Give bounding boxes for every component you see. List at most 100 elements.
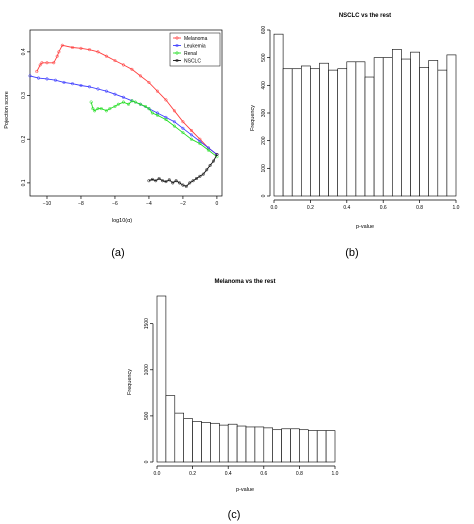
data-point-nsclc bbox=[174, 179, 178, 183]
chart-c-ytick-label: 1000 bbox=[144, 364, 150, 375]
data-point-melanoma bbox=[96, 50, 100, 54]
chart-c-bar bbox=[210, 422, 220, 463]
data-point-renal bbox=[150, 111, 154, 115]
chart-b-panel-label: (b) bbox=[345, 247, 358, 259]
legend-marker-leukemia bbox=[175, 43, 179, 48]
chart-b-bar bbox=[273, 33, 284, 197]
legend-label-renal: Renal bbox=[184, 51, 197, 57]
data-point-nsclc bbox=[150, 177, 154, 181]
chart-a-xtick-label: −4 bbox=[146, 201, 152, 207]
data-point-renal bbox=[99, 107, 103, 111]
data-point-melanoma bbox=[70, 45, 75, 50]
legend-marker-renal bbox=[175, 51, 179, 55]
chart-c-bar bbox=[236, 425, 247, 463]
data-point-renal bbox=[143, 104, 148, 108]
data-point-leukemia bbox=[87, 85, 92, 89]
chart-c-xlabel: p-value bbox=[236, 487, 254, 493]
chart-b-bar bbox=[391, 49, 402, 197]
chart-b-xtick-label: 0.6 bbox=[380, 205, 387, 211]
chart-b-ytick-label: 300 bbox=[261, 109, 267, 118]
chart-b-bar bbox=[382, 57, 393, 197]
data-point-renal bbox=[121, 100, 126, 104]
chart-c-ytick-label: 500 bbox=[144, 411, 150, 420]
chart-c-xtick-label: 0.2 bbox=[189, 471, 196, 477]
data-point-melanoma bbox=[121, 63, 126, 67]
chart-b-ytick-label: 500 bbox=[261, 53, 267, 62]
chart-b-title: NSCLC vs the rest bbox=[339, 13, 391, 19]
data-point-nsclc bbox=[211, 159, 216, 163]
chart-a-ytick-label: 0.2 bbox=[21, 136, 27, 143]
data-point-melanoma bbox=[113, 59, 117, 63]
data-point-nsclc bbox=[205, 168, 209, 172]
data-point-nsclc bbox=[198, 174, 202, 178]
data-point-leukemia bbox=[96, 87, 100, 91]
data-point-nsclc bbox=[160, 179, 165, 183]
data-point-leukemia bbox=[121, 95, 126, 99]
chart-a-ytick-label: 0.4 bbox=[21, 48, 27, 55]
data-point-nsclc bbox=[171, 181, 175, 185]
data-point-nsclc bbox=[154, 179, 158, 183]
chart-c-xtick-label: 0.6 bbox=[260, 471, 267, 477]
data-point-renal bbox=[130, 99, 134, 103]
legend-marker-melanoma bbox=[175, 36, 179, 40]
chart-b: 0.0 0.2 0.4 0.6 0.8 1.0 0 100 200 300 400 500 600 NS… bbox=[250, 13, 460, 259]
data-point-leukemia bbox=[206, 146, 210, 150]
chart-b-xtick-label: 0.2 bbox=[307, 205, 314, 211]
data-point-melanoma bbox=[38, 63, 42, 67]
chart-a: −10 −8 −6 −4 −2 0 0.1 0.2 0.3 0.4 MelanomaLeukemia… bbox=[4, 29, 223, 259]
chart-c-bar bbox=[245, 426, 256, 463]
chart-c-bar bbox=[227, 423, 238, 463]
data-point-nsclc bbox=[201, 172, 205, 176]
data-point-leukemia bbox=[155, 111, 159, 115]
data-point-leukemia bbox=[28, 74, 32, 78]
chart-c-plot-area: 0.0 0.2 0.4 0.6 0.8 1.0 0 500 1000 1500 bbox=[144, 295, 339, 477]
chart-a-plot-area: −10 −8 −6 −4 −2 0 0.1 0.2 0.3 0.4 MelanomaLeukemia… bbox=[21, 29, 223, 207]
data-point-melanoma bbox=[104, 54, 109, 58]
chart-c-bar bbox=[219, 424, 229, 463]
chart-b-bar bbox=[319, 62, 329, 197]
data-point-nsclc bbox=[147, 179, 151, 183]
legend-label-leukemia: Leukemia bbox=[184, 43, 206, 49]
data-point-leukemia bbox=[189, 133, 193, 137]
chart-c-bar bbox=[192, 421, 202, 463]
series-line-nsclc bbox=[148, 154, 218, 187]
data-point-melanoma bbox=[164, 98, 168, 102]
data-point-renal bbox=[155, 113, 159, 117]
chart-b-bar bbox=[428, 60, 439, 197]
data-point-renal bbox=[91, 107, 95, 111]
chart-b-bar bbox=[419, 67, 430, 197]
chart-b-ytick-label: 0 bbox=[261, 194, 267, 197]
data-point-nsclc bbox=[177, 181, 182, 185]
chart-a-ytick-label: 0.1 bbox=[21, 179, 27, 186]
data-point-melanoma bbox=[87, 48, 92, 52]
data-point-leukemia bbox=[53, 78, 58, 82]
data-point-melanoma bbox=[138, 74, 142, 78]
chart-b-bar bbox=[364, 76, 375, 197]
chart-c-ytick-label: 0 bbox=[144, 460, 150, 463]
data-point-nsclc bbox=[157, 176, 161, 181]
chart-c-bar bbox=[165, 395, 176, 463]
chart-c-bar bbox=[156, 295, 167, 463]
data-point-renal bbox=[89, 100, 93, 104]
chart-c-title: Melanoma vs the rest bbox=[214, 279, 275, 285]
data-point-melanoma bbox=[55, 54, 59, 58]
data-point-nsclc bbox=[181, 183, 185, 187]
data-point-melanoma bbox=[40, 61, 44, 65]
chart-b-bar bbox=[410, 51, 420, 197]
chart-b-bar bbox=[446, 54, 457, 197]
chart-a-xlabel: log10(α) bbox=[112, 218, 132, 224]
chart-c-bar bbox=[183, 418, 193, 463]
legend-label-nsclc: NSCLC bbox=[184, 58, 201, 64]
chart-b-ytick-label: 400 bbox=[261, 81, 267, 90]
chart-c: 0.0 0.2 0.4 0.6 0.8 1.0 0 500 1000 1500 Melanoma … bbox=[127, 279, 339, 521]
data-point-melanoma bbox=[35, 69, 39, 74]
chart-c-panel-label: (c) bbox=[228, 509, 241, 521]
chart-b-bar bbox=[337, 68, 348, 197]
chart-c-ytick-label: 1500 bbox=[144, 318, 150, 329]
chart-a-xtick-label: −10 bbox=[43, 201, 52, 207]
chart-a-ytick-label: 0.3 bbox=[21, 92, 27, 99]
data-point-renal bbox=[133, 100, 137, 104]
data-point-melanoma bbox=[79, 46, 83, 50]
data-point-melanoma bbox=[57, 50, 61, 54]
chart-c-bar bbox=[263, 427, 273, 463]
